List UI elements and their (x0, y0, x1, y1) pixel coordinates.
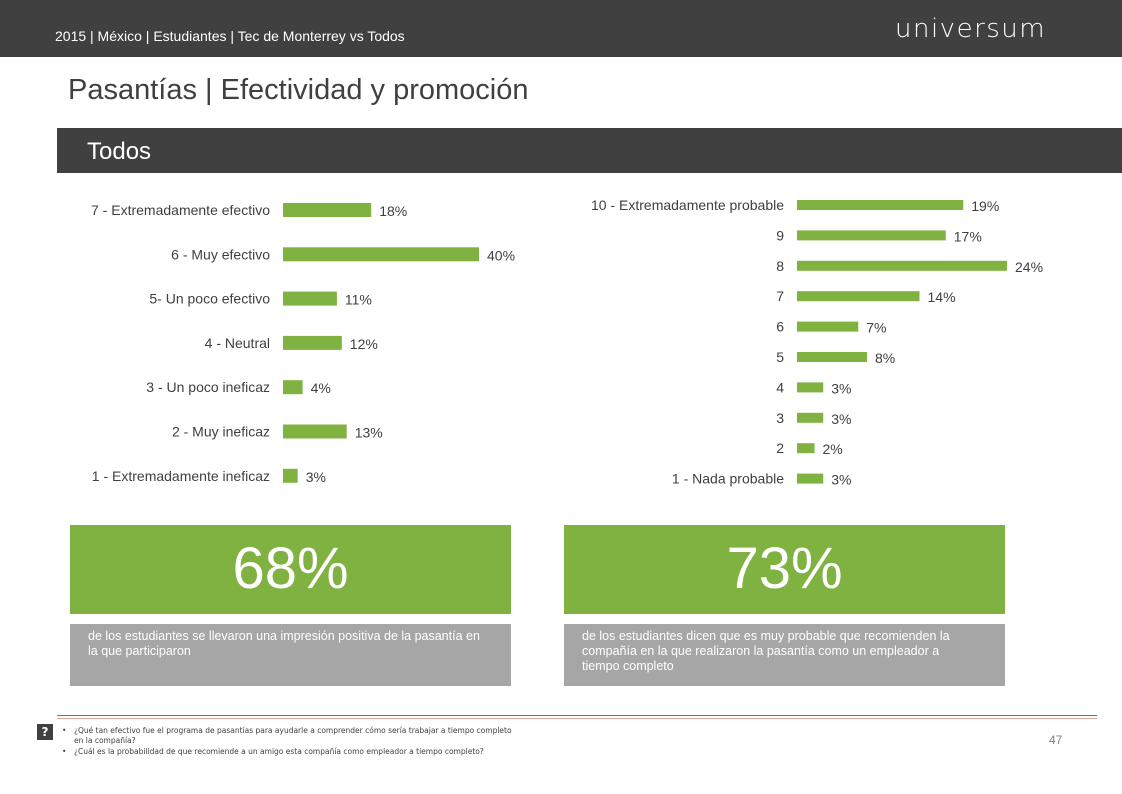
data-label: 2% (823, 441, 843, 457)
recommendation-chart-svg: 10 - Extremadamente probable 19% 9 17% 8 24% 7… (591, 197, 1043, 488)
section-bar: Todos (57, 128, 1122, 173)
data-label: 18% (379, 203, 407, 219)
universum-logo: universum (895, 14, 1047, 44)
kpi-box-effectiveness: 68% (70, 525, 511, 614)
category-label: 7 - Extremadamente efectivo (91, 202, 270, 218)
category-label: 3 - Un poco ineficaz (146, 379, 270, 395)
page-number: 47 (1049, 733, 1063, 747)
category-label: 5 (776, 349, 784, 365)
category-label: 3 (776, 410, 784, 426)
bar (797, 200, 964, 210)
category-label: 4 - Neutral (205, 335, 270, 351)
bar (797, 473, 824, 484)
kpi-box-recommendation: 73% (564, 525, 1005, 614)
data-label: 17% (954, 228, 982, 244)
data-label: 14% (928, 289, 956, 305)
bar (797, 443, 815, 454)
bar (283, 424, 347, 439)
data-label: 12% (350, 336, 378, 352)
bar (283, 247, 479, 262)
question-icon: ? (37, 724, 53, 740)
bar (797, 412, 824, 423)
survey-question-text: ¿Qué tan efectivo fue el programa de pas… (74, 726, 512, 745)
category-label: 1 - Nada probable (672, 471, 784, 487)
bar (797, 230, 946, 241)
bar (283, 335, 342, 350)
category-label: 7 (776, 288, 784, 304)
bar (283, 380, 303, 395)
category-label: 6 (776, 319, 784, 335)
category-label: 4 (776, 379, 784, 395)
bullet: • (62, 747, 67, 756)
kpi-description: de los estudiantes dicen que es muy prob… (564, 624, 1005, 686)
data-label: 3% (831, 380, 851, 396)
data-label: 19% (971, 198, 999, 214)
data-label: 3% (831, 411, 851, 427)
bar (797, 260, 1007, 271)
data-label: 40% (487, 247, 515, 263)
breadcrumb: 2015 | México | Estudiantes | Tec de Mon… (55, 28, 405, 44)
page-title: Pasantías | Efectividad y promoción (68, 74, 529, 106)
category-label: 2 - Muy ineficaz (172, 424, 270, 440)
bar (797, 382, 824, 393)
bullet: • (62, 726, 67, 735)
category-label: 10 - Extremadamente probable (591, 197, 784, 213)
data-label: 8% (875, 350, 895, 366)
footer-divider (57, 715, 1097, 716)
data-label: 7% (866, 320, 886, 336)
category-label: 2 (776, 440, 784, 456)
effectiveness-chart-svg: 7 - Extremadamente efectivo 18% 6 - Muy ef… (91, 202, 515, 485)
bar (797, 352, 867, 362)
survey-question: • ¿Qué tan efectivo fue el programa de p… (62, 726, 522, 745)
bar (283, 203, 372, 217)
survey-questions: • ¿Qué tan efectivo fue el programa de p… (62, 726, 522, 759)
survey-question-text: ¿Cuál es la probabilidad de que recomien… (74, 747, 484, 756)
kpi-value: 73% (726, 536, 843, 601)
data-label: 3% (306, 469, 326, 485)
survey-question: • ¿Cuál es la probabilidad de que recomi… (62, 747, 522, 757)
category-label: 1 - Extremadamente ineficaz (92, 468, 270, 484)
data-label: 24% (1015, 259, 1043, 275)
bar (797, 291, 920, 302)
bar (797, 321, 859, 332)
data-label: 13% (355, 425, 383, 441)
data-label: 4% (311, 380, 331, 396)
header-bar: 2015 | México | Estudiantes | Tec de Mon… (0, 0, 1122, 57)
recommendation-chart: 10 - Extremadamente probable 19% 9 17% 8 24% 7… (560, 185, 1100, 495)
kpi-description: de los estudiantes se llevaron una impre… (70, 624, 511, 686)
category-label: 9 (776, 227, 784, 243)
footer-divider (57, 718, 1097, 719)
kpi-value: 68% (232, 536, 349, 601)
bar (283, 291, 337, 306)
category-label: 6 - Muy efectivo (171, 246, 270, 262)
section-label: Todos (87, 138, 152, 165)
effectiveness-chart: 7 - Extremadamente efectivo 18% 6 - Muy ef… (60, 185, 560, 495)
data-label: 3% (831, 472, 851, 488)
category-label: 8 (776, 258, 784, 274)
category-label: 5- Un poco efectivo (149, 291, 270, 307)
data-label: 11% (345, 292, 372, 308)
bar (283, 468, 298, 483)
